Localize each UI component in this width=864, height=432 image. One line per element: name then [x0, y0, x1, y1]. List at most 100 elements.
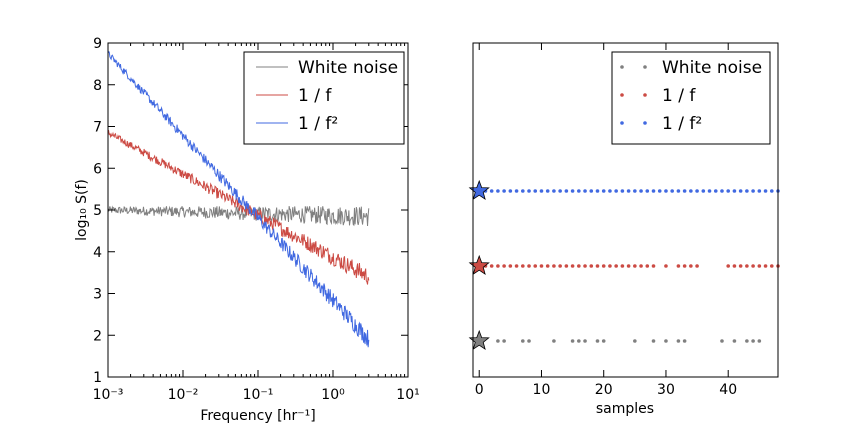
scatter-point	[601, 264, 606, 268]
star-marker	[468, 329, 490, 351]
x-tick-label: 10⁻¹	[243, 387, 274, 403]
legend-label-1-f: 1 / f²	[662, 114, 702, 134]
scatter-point	[502, 189, 506, 193]
scatter-point	[726, 189, 730, 193]
scatter-point	[552, 339, 556, 343]
scatter-point	[707, 189, 712, 193]
scatter-point	[558, 189, 562, 193]
scatter-point	[496, 339, 500, 343]
scatter-point	[583, 339, 587, 343]
scatter-point	[682, 339, 687, 343]
x-tick-label: 0	[475, 382, 484, 398]
star-marker	[468, 179, 490, 201]
legend-marker-white-noise	[620, 65, 624, 69]
scatter-point	[664, 264, 668, 268]
scatter-point	[620, 189, 625, 193]
scatter-point	[751, 264, 755, 268]
scatter-point	[751, 189, 755, 193]
scatter-point	[521, 264, 525, 268]
scatter-point	[496, 264, 500, 268]
x-tick-label: 10	[533, 382, 551, 398]
scatter-point	[514, 189, 519, 193]
scatter-point	[626, 264, 631, 268]
x-tick-label: 40	[719, 382, 737, 398]
scatter-point	[738, 189, 743, 193]
legend-label-white-noise: White noise	[662, 58, 762, 78]
scatter-point	[502, 264, 506, 268]
scatter-point	[595, 264, 600, 268]
scatter-point	[645, 264, 650, 268]
scatter-point	[489, 264, 494, 268]
scatter-point	[496, 189, 500, 193]
scatter-point	[601, 339, 606, 343]
y-tick-label: 3	[93, 287, 102, 303]
scatter-point	[620, 264, 625, 268]
y-tick-label: 8	[93, 78, 102, 94]
scatter-point	[502, 339, 506, 343]
scatter-point	[769, 189, 774, 193]
power-spectrum-chart: 10⁻³ 10⁻² 10⁻¹ 10⁰ 10¹ 1 2 3 4 5 6 7 8 9 Frequency [h…	[74, 36, 420, 424]
scatter-point	[633, 339, 637, 343]
scatter-series-1-f	[483, 189, 780, 193]
scatter-point	[577, 339, 581, 343]
legend-label-1-f: 1 / f	[662, 86, 696, 106]
scatter-point	[614, 264, 618, 268]
scatter-point	[570, 339, 575, 343]
scatter-point	[651, 339, 656, 343]
scatter-point	[545, 264, 550, 268]
scatter-point	[527, 339, 531, 343]
scatter-point	[664, 339, 668, 343]
y-tick-label: 1	[93, 370, 102, 386]
scatter-point	[514, 264, 519, 268]
scatter-point	[695, 264, 699, 268]
series-line-1-f	[107, 129, 370, 285]
x-tick-label: 30	[657, 382, 675, 398]
scatter-point	[713, 189, 718, 193]
left-x-axis-label: Frequency [hr⁻¹]	[200, 408, 315, 424]
scatter-point	[726, 264, 730, 268]
scatter-series-white-noise	[496, 339, 762, 343]
scatter-point	[745, 264, 749, 268]
scatter-series-1-f	[483, 264, 780, 268]
legend-marker-1-f	[643, 93, 647, 97]
y-tick-label: 5	[93, 203, 102, 219]
scatter-point	[533, 264, 538, 268]
scatter-point	[521, 339, 525, 343]
left-y-axis-label: log₁₀ S(f)	[74, 179, 90, 241]
scatter-point	[589, 189, 594, 193]
legend-marker-white-noise	[643, 65, 647, 69]
scatter-point	[689, 264, 693, 268]
scatter-point	[757, 189, 762, 193]
scatter-point	[732, 264, 737, 268]
scatter-point	[583, 264, 587, 268]
scatter-point	[595, 339, 600, 343]
scatter-point	[732, 189, 737, 193]
scatter-point	[676, 189, 681, 193]
right-axis-ticks: 0 10 20 30 40	[475, 43, 737, 398]
scatter-point	[651, 189, 656, 193]
scatter-point	[489, 189, 494, 193]
scatter-point	[564, 189, 569, 193]
legend-marker-1-f	[620, 121, 624, 125]
scatter-point	[633, 189, 637, 193]
scatter-point	[527, 189, 531, 193]
legend-label-1-f: 1 / f	[298, 86, 332, 106]
star-marker	[468, 254, 490, 276]
y-tick-label: 6	[93, 161, 102, 177]
spectrum-series-group	[107, 50, 370, 348]
scatter-point	[558, 264, 562, 268]
scatter-point	[614, 189, 618, 193]
scatter-point	[720, 189, 724, 193]
scatter-point	[570, 264, 575, 268]
right-x-axis-label: samples	[596, 401, 654, 417]
scatter-point	[689, 189, 693, 193]
y-tick-label: 2	[93, 328, 102, 344]
scatter-point	[527, 264, 531, 268]
scatter-point	[651, 264, 656, 268]
scatter-point	[633, 264, 637, 268]
scatter-point	[738, 264, 743, 268]
right-plot-frame	[472, 42, 779, 378]
series-line-white-noise	[107, 205, 370, 227]
scatter-point	[657, 189, 662, 193]
